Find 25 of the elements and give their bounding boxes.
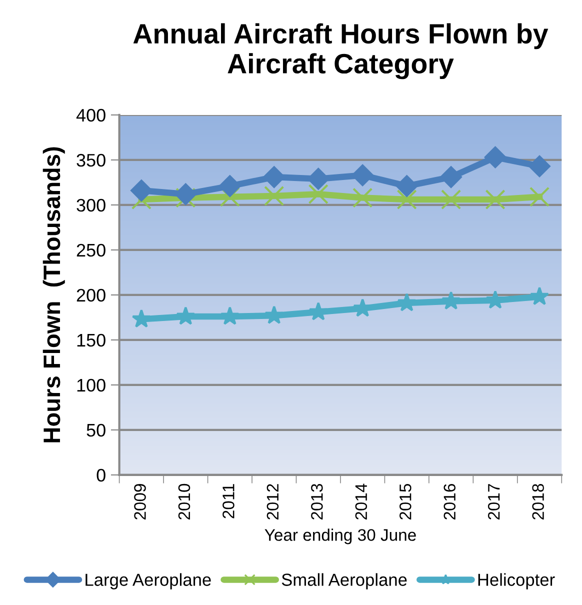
x-tick-label: 2014: [355, 484, 368, 520]
y-tick-label: 250: [76, 244, 106, 257]
y-tick-label: 150: [77, 334, 106, 347]
legend-label: Helicopter: [478, 573, 555, 590]
legend-label: Large Aeroplane: [86, 573, 211, 590]
chart-title: Annual Aircraft Hours Flown by Aircraft Category: [133, 23, 548, 80]
x-tick-label: 2010: [178, 484, 190, 520]
x-tick-label: 2015: [399, 484, 412, 520]
x-tick-label: 2016: [444, 484, 456, 520]
x-tick-label: 2018: [532, 484, 544, 520]
y-tick-label: 400: [76, 108, 106, 122]
y-axis-title: Hours Flown (Thousands): [42, 147, 65, 442]
x-tick-label: 2013: [311, 484, 323, 520]
y-tick-label: 50: [86, 424, 106, 437]
x-tick-label: 2011: [222, 484, 234, 518]
y-tick-label: 350: [76, 154, 106, 167]
x-tick-label: 2009: [134, 484, 146, 520]
y-tick-label: 0: [96, 468, 106, 482]
y-tick-label: 300: [76, 198, 106, 212]
y-tick-label: 200: [76, 288, 106, 302]
y-tick-label: 100: [77, 378, 106, 392]
x-tick-label: 2012: [266, 484, 279, 520]
legend-label: Small Aeroplane: [282, 573, 407, 590]
x-axis-title: Year ending 30 June: [264, 528, 416, 544]
x-tick-label: 2017: [488, 484, 500, 520]
